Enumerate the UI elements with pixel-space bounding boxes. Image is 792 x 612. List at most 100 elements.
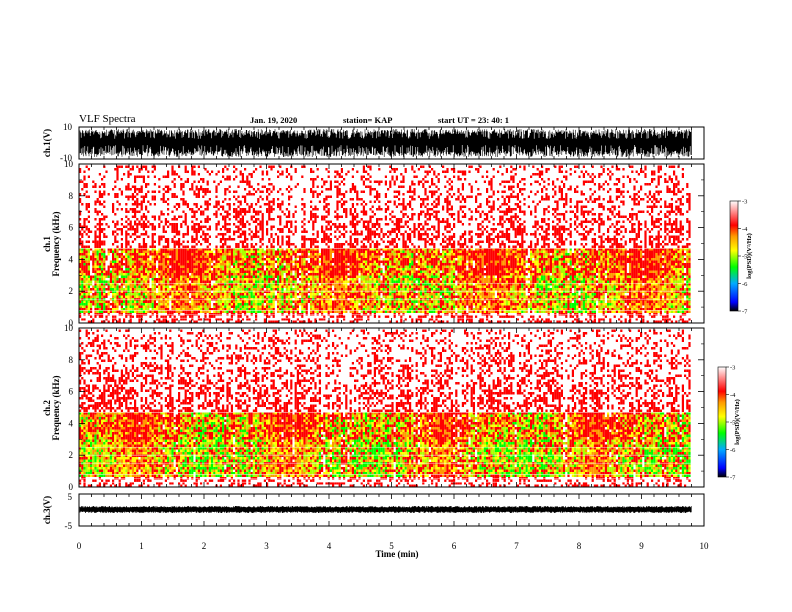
ch1-spectrogram-cell bbox=[147, 176, 149, 179]
ch1-spectrogram-cell bbox=[136, 206, 138, 209]
ch1-spectrogram-cell bbox=[141, 251, 143, 254]
ch1-spectrogram-cell bbox=[143, 213, 145, 216]
ch1-spectrogram-cell bbox=[154, 291, 156, 294]
ch1-spectrogram-cell bbox=[112, 256, 114, 259]
ch1-spectrogram-cell bbox=[145, 266, 147, 269]
ch1-spectrogram-cell bbox=[130, 301, 132, 304]
ch1-spectrogram-cell bbox=[143, 233, 145, 236]
ch1-spectrogram-cell bbox=[86, 288, 88, 291]
ch1-spectrogram-cell bbox=[105, 281, 107, 284]
ch1-spectrogram-cell bbox=[154, 296, 156, 299]
ch1-spectrogram-cell bbox=[81, 271, 83, 274]
ch1-spectrogram-cell bbox=[136, 253, 138, 256]
ch1-spectrogram-cell bbox=[156, 268, 158, 271]
ch1-spectrogram-cell bbox=[134, 176, 136, 179]
ch1-spectrogram-cell bbox=[125, 263, 127, 266]
ch1-spectrogram-cell bbox=[99, 226, 101, 229]
ch1-spectrogram-cell bbox=[81, 261, 83, 264]
ch1-spectrogram-cell bbox=[101, 203, 103, 206]
ch1-spectrogram-cell bbox=[88, 281, 90, 284]
ch1-spectrogram-cell bbox=[97, 296, 99, 299]
ch1-spectrogram-cell bbox=[103, 233, 105, 236]
ch1-spectrogram-cell bbox=[88, 203, 90, 206]
ch1-spectrogram-cell bbox=[123, 303, 125, 306]
ch1-spectrogram-cell bbox=[94, 236, 96, 239]
ch1-spectrogram-cell bbox=[138, 286, 140, 289]
ch1-spectrogram-cell bbox=[125, 288, 127, 291]
ch1-spectrogram-cell bbox=[160, 261, 162, 264]
ch1-spectrogram-cell bbox=[97, 263, 99, 266]
ch1-spectrogram-cell bbox=[121, 251, 123, 254]
ch1-spectrogram-cell bbox=[101, 311, 103, 314]
ch1-spectrogram-cell bbox=[152, 243, 154, 246]
ch1-spectrogram-cell bbox=[88, 296, 90, 299]
ch1-spectrogram-cell bbox=[136, 296, 138, 299]
ch1-spectrogram-cell bbox=[163, 268, 165, 271]
ch1-spectrogram-cell bbox=[99, 266, 101, 269]
ch1-spectrogram-cell bbox=[163, 258, 165, 261]
ch1-spectrogram-cell bbox=[101, 196, 103, 199]
ch1-spectrogram-cell bbox=[127, 256, 129, 259]
ch1-spectrogram-cell bbox=[152, 246, 154, 249]
ch1-spectrogram-cell bbox=[154, 271, 156, 274]
ch1-spectrogram-cell bbox=[92, 286, 94, 289]
ch1-spectrogram-cell bbox=[86, 191, 88, 194]
ch1-spectrogram-cell bbox=[143, 166, 145, 169]
ch1-spectrogram-cell bbox=[86, 296, 88, 299]
ch1-spectrogram-cell bbox=[158, 263, 160, 266]
ch1-spectrogram-cell bbox=[134, 221, 136, 224]
ch1-spectrogram-cell bbox=[86, 268, 88, 271]
ch1-spectrogram-cell bbox=[145, 278, 147, 281]
ch1-spectrogram-cell bbox=[108, 271, 110, 274]
ch1-spectrogram-cell bbox=[99, 306, 101, 309]
ch1-spectrogram-cell bbox=[149, 301, 151, 304]
ch1-spectrogram-cell bbox=[127, 271, 129, 274]
ch1-spectrogram-cell bbox=[152, 251, 154, 254]
ch1-spectrogram-cell bbox=[105, 301, 107, 304]
ch1-spectrogram-cell bbox=[86, 263, 88, 266]
ch1-spectrogram-cell bbox=[160, 271, 162, 274]
ch1-spectrogram-cell bbox=[134, 286, 136, 289]
ch1-spectrogram-cell bbox=[141, 256, 143, 259]
ch1-spectrogram-cell bbox=[149, 223, 151, 226]
ch1-spectrogram-cell bbox=[83, 261, 85, 264]
ch1-spectrogram-cell bbox=[125, 231, 127, 234]
ch1-spectrogram-cell bbox=[141, 203, 143, 206]
ch1-spectrogram-cell bbox=[134, 238, 136, 241]
ch1-spectrogram-cell bbox=[145, 256, 147, 259]
ch1-spectrogram-cell bbox=[136, 286, 138, 289]
ch1-spectrogram-cell bbox=[83, 276, 85, 279]
ch1-spectrogram-cell bbox=[163, 261, 165, 264]
ch1-spectrogram-cell bbox=[81, 236, 83, 239]
ch1-spectrogram-cell bbox=[130, 291, 132, 294]
ch1-spectrogram-cell bbox=[99, 293, 101, 296]
ch1-spectrogram-cell bbox=[119, 301, 121, 304]
ch1-spectrogram-cell bbox=[141, 303, 143, 306]
ch1-spectrogram-cell bbox=[145, 263, 147, 266]
ch1-spectrogram-cell bbox=[88, 211, 90, 214]
ch1-spectrogram-cell bbox=[147, 258, 149, 261]
ch1-spectrogram-cell bbox=[97, 286, 99, 289]
ch1-spectrogram-cell bbox=[156, 278, 158, 281]
ch1-spectrogram-cell bbox=[152, 241, 154, 244]
ch1-spectrogram-cell bbox=[86, 271, 88, 274]
ch1-spectrogram-cell bbox=[92, 276, 94, 279]
ch1-spectrogram-cell bbox=[114, 253, 116, 256]
ch1-spectrogram-cell bbox=[156, 253, 158, 256]
ch1-spectrogram-cell bbox=[143, 243, 145, 246]
ch1-spectrogram-cell bbox=[152, 286, 154, 289]
ch1-spectrogram-cell bbox=[154, 183, 156, 186]
ch1-spectrogram-cell bbox=[138, 278, 140, 281]
ch1-spectrogram-cell bbox=[147, 286, 149, 289]
ch1-spectrogram-cell bbox=[94, 226, 96, 229]
ch1-spectrogram-cell bbox=[94, 191, 96, 194]
ch1-spectrogram-cell bbox=[130, 268, 132, 271]
ch1-spectrogram-cell bbox=[103, 186, 105, 189]
ch1-spectrogram-cell bbox=[114, 266, 116, 269]
ch1-spectrogram-cell bbox=[103, 176, 105, 179]
ch1-spectrogram-cell bbox=[83, 293, 85, 296]
ch1-spectrogram-cell bbox=[83, 171, 85, 174]
ch1-spectrogram-cell bbox=[156, 286, 158, 289]
ch1-spectrogram-cell bbox=[143, 253, 145, 256]
ch1-spectrogram-cell bbox=[132, 253, 134, 256]
